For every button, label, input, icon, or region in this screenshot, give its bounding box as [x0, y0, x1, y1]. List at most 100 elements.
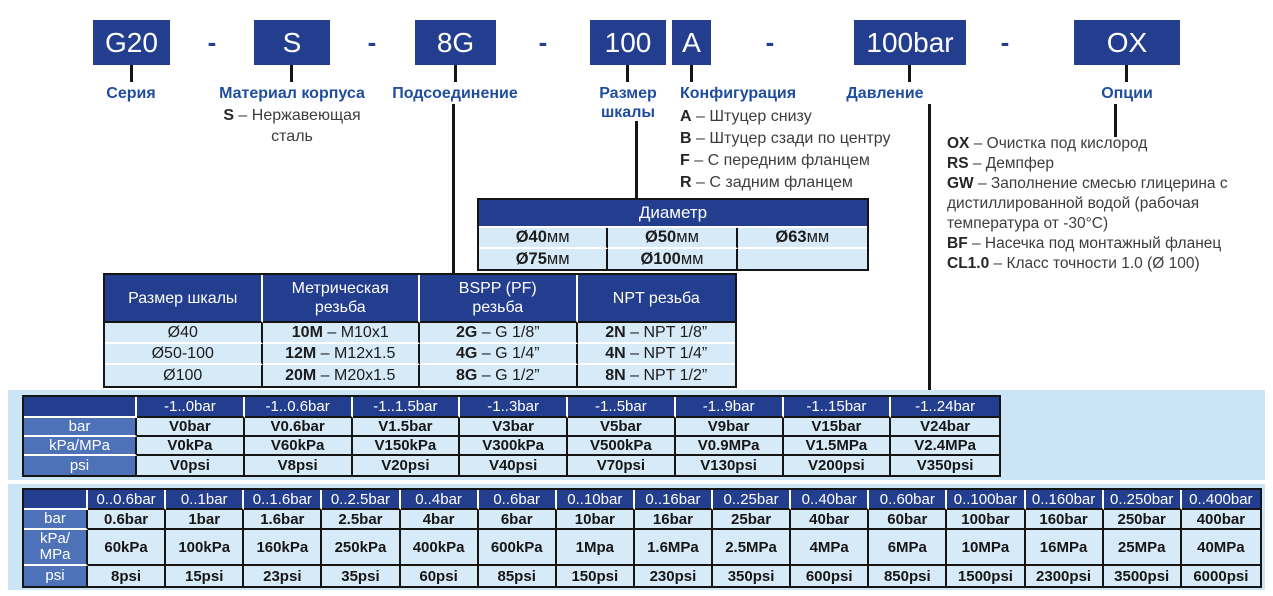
- diameter-size: Ø75: [515, 249, 547, 268]
- range-header: 0..250bar: [1103, 490, 1182, 510]
- range-value: V24bar: [891, 418, 999, 437]
- range-header: -1..5bar: [568, 397, 676, 418]
- range-value: V500kPa: [568, 437, 676, 456]
- option-desc: Демпфер: [985, 155, 1054, 172]
- connector-line: [908, 65, 911, 82]
- connector-line-dial-size: [635, 121, 638, 198]
- range-value: V1.5MPa: [783, 437, 892, 456]
- connector-line: [1125, 65, 1128, 82]
- general-option: BF – Насечка под монтажный фланец: [947, 235, 1222, 252]
- range-value: 160kPa: [244, 530, 323, 566]
- range-header: 0..1.6bar: [244, 490, 323, 510]
- range-header: 0..40bar: [791, 490, 870, 510]
- range-value: V130psi: [675, 456, 784, 475]
- range-value: 10MPa: [947, 530, 1026, 566]
- code-block-series: G20: [93, 20, 170, 65]
- vacuum-header-row: -1..0bar -1..0.6bar -1..1.5bar -1..3bar -1..…: [24, 397, 999, 418]
- connector-line-options: [1114, 104, 1117, 137]
- unit-label: psi: [24, 456, 137, 475]
- range-value: V350psi: [891, 456, 999, 475]
- range-value: V2.4MPa: [891, 437, 999, 456]
- option-desc: Штуцер снизу: [709, 108, 812, 125]
- configuration-option: R – С задним фланцем: [680, 174, 853, 191]
- option-code: R: [680, 174, 692, 191]
- section-label-pressure: Давление: [846, 85, 924, 102]
- range-value: 40MPa: [1181, 530, 1260, 566]
- thread-column-header: Метрическая резьба: [262, 275, 420, 323]
- connector-line: [290, 65, 293, 82]
- section-label-dial-size: Размер шкалы: [599, 85, 657, 121]
- range-value: V60kPa: [244, 437, 353, 456]
- option-code: RS: [947, 155, 969, 172]
- configuration-list: A – Штуцер снизу B – Штуцер сзади по цент…: [680, 106, 930, 194]
- range-value: 250kPa: [322, 530, 401, 566]
- range-value: V0kPa: [137, 437, 245, 456]
- range-header: -1..1.5bar: [352, 397, 461, 418]
- thread-column-header: BSPP (PF) резьба: [420, 275, 578, 323]
- range-value: V9bar: [675, 418, 784, 437]
- option-code: F: [680, 152, 690, 169]
- thread-header-row: Размер шкалы Метрическая резьба BSPP (PF) …: [105, 275, 735, 323]
- option-desc: Заполнение смесью глицерина с дистиллиро…: [947, 175, 1228, 232]
- range-value: 2300psi: [1025, 566, 1104, 586]
- thread-row: Ø50-100 12M – M12x1.5 4G – G 1/4” 4N – NPT …: [105, 344, 735, 365]
- option-desc: G 1/8”: [495, 323, 540, 341]
- diameter-unit: мм: [806, 228, 830, 246]
- option-code: CL1.0: [947, 255, 990, 272]
- thread-cell: 4N – NPT 1/4”: [577, 344, 735, 365]
- code-block-options: OX: [1074, 20, 1180, 65]
- range-row: psi 8psi 15psi 23psi 35psi 60psi 85psi 150psi 23…: [24, 566, 1260, 586]
- range-value: 1.6MPa: [634, 530, 713, 566]
- range-value: 16MPa: [1025, 530, 1104, 566]
- code-separator: -: [1000, 27, 1010, 57]
- corner-cell: [24, 397, 137, 418]
- diameter-row: Ø40мм Ø50мм Ø63мм: [479, 228, 867, 249]
- range-value: V300kPa: [460, 437, 568, 456]
- range-value: V200psi: [783, 456, 892, 475]
- range-value: 15psi: [166, 566, 245, 586]
- range-header: 0..400bar: [1181, 490, 1260, 510]
- diameter-row: Ø75мм Ø100мм: [479, 249, 867, 269]
- range-value: 1500psi: [947, 566, 1026, 586]
- range-value: V8psi: [244, 456, 353, 475]
- range-value: 4bar: [400, 510, 479, 530]
- range-value: 10bar: [556, 510, 635, 530]
- option-code: 20M: [285, 366, 317, 384]
- code-block-pressure: 100bar: [854, 20, 966, 65]
- diameter-cell: Ø63мм: [737, 228, 867, 249]
- diameter-cell: Ø40мм: [479, 228, 609, 249]
- range-row: kPa/ MPa 60kPa 100kPa 160kPa 250kPa 400kPa 600…: [24, 530, 1260, 566]
- corner-cell: [24, 490, 88, 510]
- diameter-unit: мм: [546, 249, 570, 268]
- code-block-dial-size: 100: [590, 20, 666, 65]
- thread-column-header: Размер шкалы: [105, 275, 263, 323]
- range-value: 6MPa: [869, 530, 948, 566]
- option-code: S: [223, 107, 234, 124]
- range-value: 150psi: [556, 566, 635, 586]
- option-code: A: [680, 108, 692, 125]
- range-value: V0.6bar: [244, 418, 353, 437]
- range-value: 40bar: [791, 510, 870, 530]
- option-desc: NPT 1/8”: [643, 323, 708, 341]
- option-desc: M20x1.5: [334, 366, 396, 384]
- section-label-options: Опции: [1101, 85, 1153, 102]
- range-value: 3500psi: [1103, 566, 1182, 586]
- range-header: 0..100bar: [947, 490, 1026, 510]
- range-header: 0..60bar: [869, 490, 948, 510]
- option-code: 8N: [605, 366, 626, 384]
- connector-line: [454, 65, 457, 82]
- range-header: -1..3bar: [460, 397, 568, 418]
- thread-cell: 8G – G 1/2”: [420, 365, 578, 386]
- range-header: 0..0.6bar: [88, 490, 167, 510]
- unit-label: kPa/MPa: [24, 437, 137, 456]
- range-value: 85psi: [478, 566, 557, 586]
- range-header: -1..0.6bar: [244, 397, 353, 418]
- connector-line-connection: [452, 104, 455, 274]
- range-header: 0..25bar: [713, 490, 792, 510]
- thread-cell: 20M – M20x1.5: [262, 365, 420, 386]
- option-code: BF: [947, 235, 968, 252]
- option-desc: G 1/2”: [495, 366, 540, 384]
- range-value: 100bar: [947, 510, 1026, 530]
- diameter-cell: Ø50мм: [608, 228, 738, 249]
